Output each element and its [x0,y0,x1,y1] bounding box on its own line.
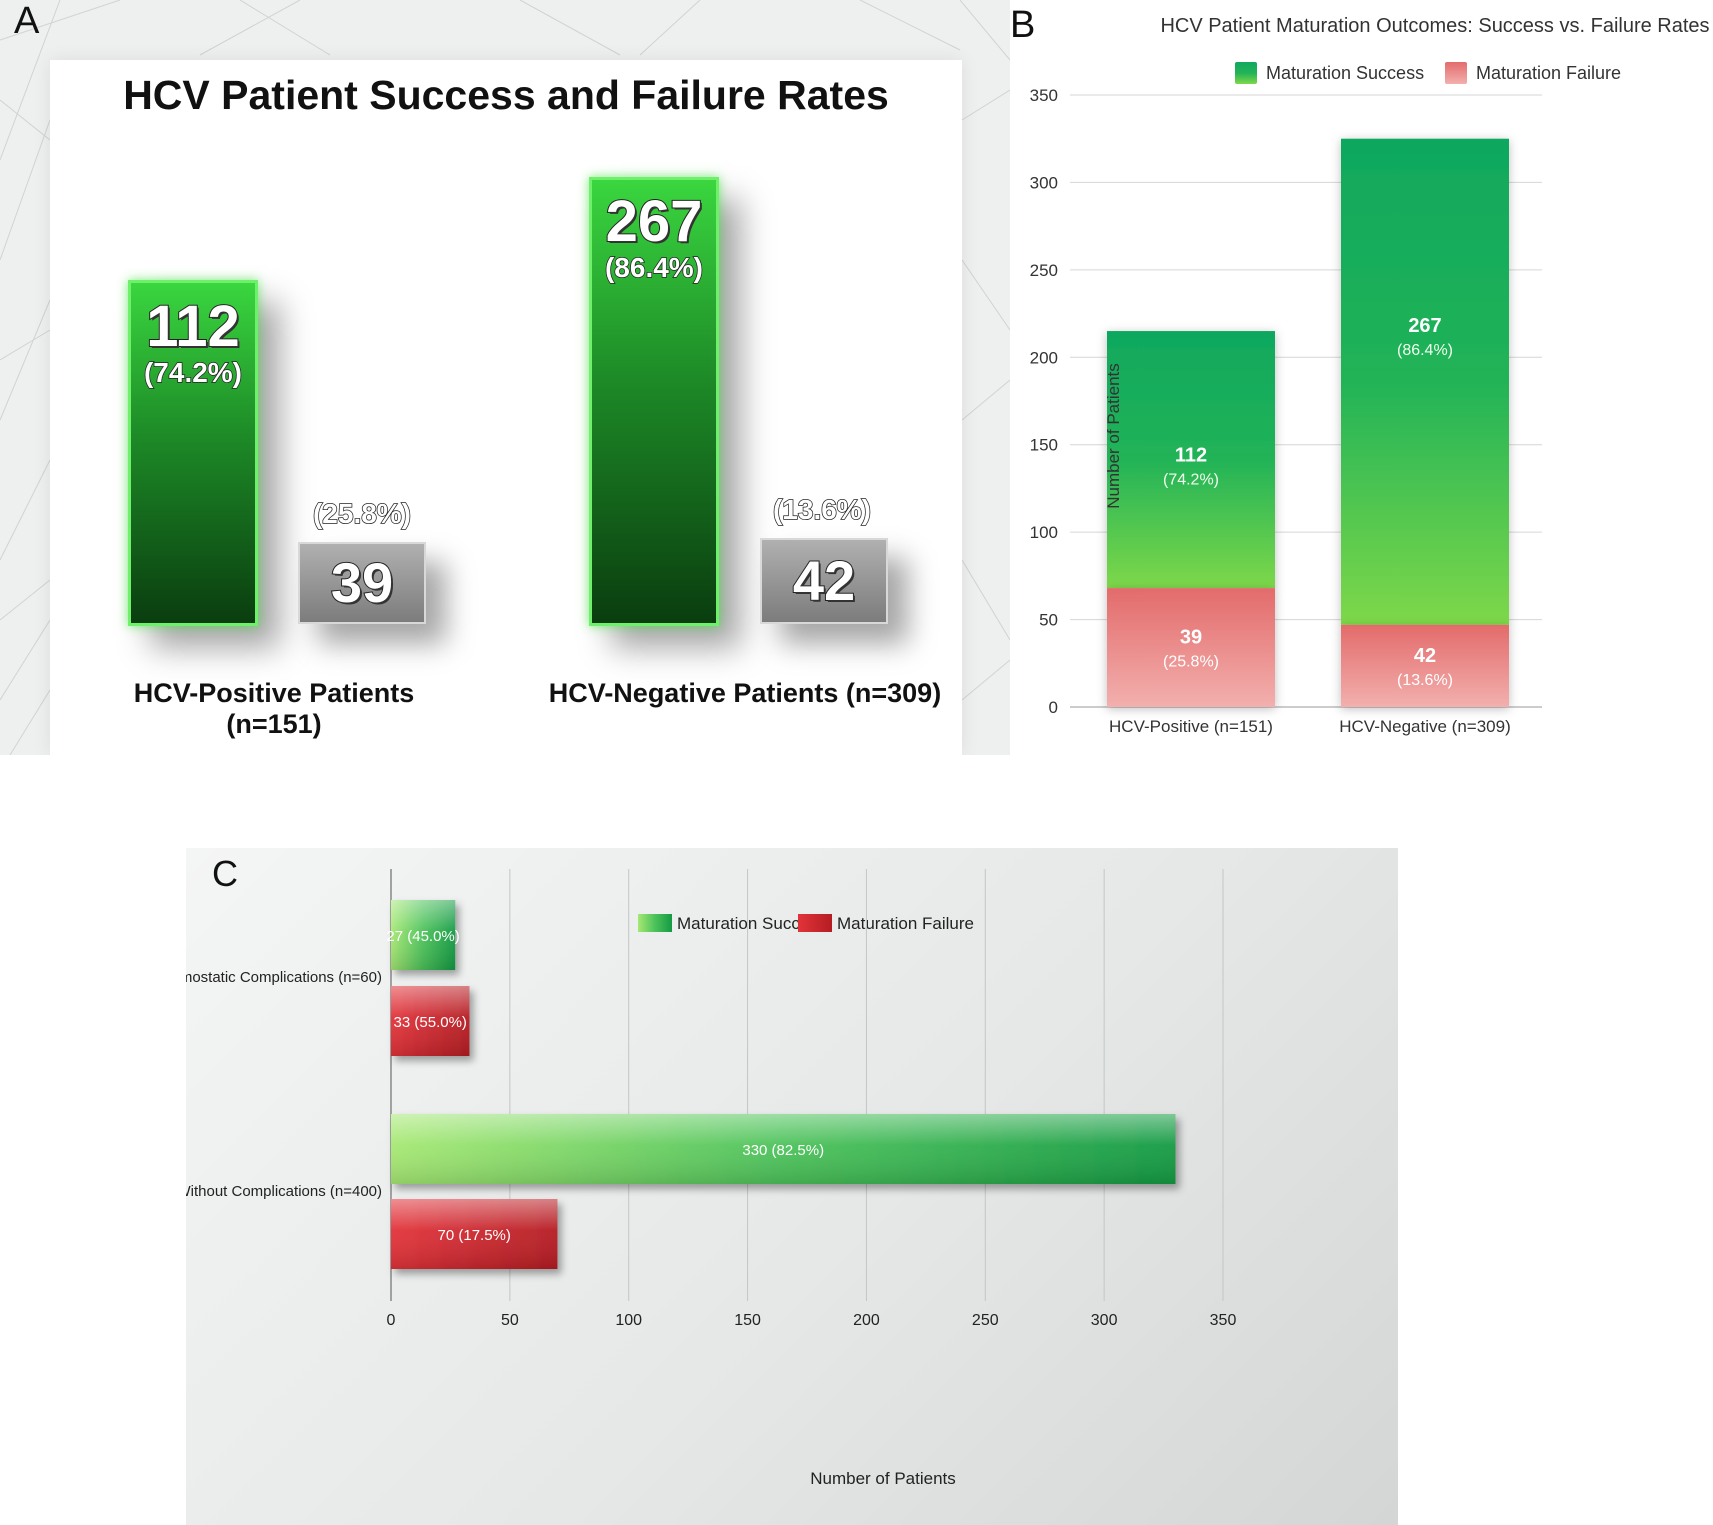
chart-c-bar-gloss [391,986,470,1056]
label-a-negative-group: HCV-Negative Patients (n=309) [548,678,942,708]
chart-b-ytick-label: 250 [1030,261,1058,280]
chart-c-bar-label: 330 (82.5%) [742,1142,824,1159]
chart-c-bar-gloss [391,1199,558,1269]
chart-b-bar-failure [1107,588,1275,707]
chart-c-bar-label: 70 (17.5%) [438,1227,511,1244]
chart-b-ylabel: Number of Patients [1104,363,1123,509]
legend-c-success-label: Maturation Success [677,914,826,933]
panel-letter-b: B [1010,4,1035,46]
chart-b-success-value: 267 [1408,315,1441,337]
label-a-positive-success-count: 112 [145,293,241,360]
label-a-negative-success-pct: (86.4%) [604,251,704,284]
chart-b-success-pct: (74.2%) [1163,472,1219,489]
legend-c-failure-label: Maturation Failure [837,914,974,933]
panel-a-title: HCV Patient Success and Failure Rates [123,72,889,118]
chart-c-bars: With Hemostatic Complications (n=60) 27 (… [186,900,1176,1269]
chart-b-ytick-label: 350 [1030,86,1058,105]
chart-b-failure-pct: (13.6%) [1397,672,1453,689]
chart-b-bar-failure [1341,624,1509,707]
legend-b-success-swatch [1235,62,1257,84]
chart-c-bar-gloss [391,900,456,970]
chart-c-svg: C Maturation Success Maturation Failure … [186,853,1237,1488]
label-a-negative-failure-count: 42 [792,548,856,613]
bar-a-positive-success: 112 (74.2%) [128,280,258,626]
label-a-negative-success-count: 267 [605,188,704,255]
legend-c-success-swatch [638,914,672,932]
chart-b-ytick-label: 200 [1030,348,1058,367]
panel-letter-c: C [212,853,238,894]
chart-b-ytick-label: 100 [1030,523,1058,542]
background-web-pattern [0,0,1010,755]
chart-c-bar-gloss [391,1114,1176,1184]
label-a-positive-success-pct: (74.2%) [143,356,243,389]
chart-b-xtick-label: HCV-Negative (n=309) [1339,717,1511,736]
chart-b-bar-success [1341,138,1509,625]
chart-c-xlabel: Number of Patients [810,1469,956,1488]
label-a-negative-failure-pct: (13.6%) [772,493,872,526]
chart-c-xtick-label: 0 [387,1312,396,1329]
chart-b-failure-pct: (25.8%) [1163,654,1219,671]
chart-b-xtick-label: HCV-Positive (n=151) [1109,717,1273,736]
panel-c: C Maturation Success Maturation Failure … [186,848,1398,1525]
label-a-positive-group: HCV-Positive Patients (n=151) [133,678,415,739]
bar-a-negative-failure: 42 [760,538,888,624]
chart-c-category-label: With Hemostatic Complications (n=60) [186,969,382,986]
chart-c-xtick-label: 200 [853,1312,880,1329]
chart-b-success-pct: (86.4%) [1397,342,1453,359]
chart-b-bars [1107,138,1509,707]
chart-b-labels: 112 (74.2%) 39 (25.8%) HCV-Positive (n=151) 2… [1109,315,1511,736]
chart-b-ytick-label: 0 [1049,698,1058,717]
chart-b-ytick-label: 300 [1030,173,1058,192]
label-a-positive-failure-pct: (25.8%) [312,497,412,530]
chart-c-xtick-label: 350 [1210,1312,1237,1329]
chart-c-xtick-label: 300 [1091,1312,1118,1329]
chart-b-ytick-label: 50 [1039,611,1058,630]
panel-letter-a: A [14,0,40,42]
chart-b-bar-success [1107,331,1275,589]
chart-b-ytick-label: 150 [1030,436,1058,455]
chart-b-title: HCV Patient Maturation Outcomes: Success… [1160,15,1709,37]
legend-c-failure-swatch [798,914,832,932]
bar-a-positive-failure: 39 [298,542,426,624]
chart-b-svg: 0 50 100 150 200 250 300 350 112 (74.2%) 39 (25.8%… [1010,4,1710,736]
chart-c-bar-label: 27 (45.0%) [386,928,459,945]
chart-b-success-value: 112 [1175,445,1207,467]
legend-b-failure-swatch [1445,62,1467,84]
label-a-positive-failure-count: 39 [330,550,394,615]
legend-b-failure-label: Maturation Failure [1476,63,1621,83]
chart-c-xtick-label: 50 [501,1312,519,1329]
chart-b-failure-value: 42 [1414,645,1436,667]
legend-b-success-label: Maturation Success [1266,63,1424,83]
panel-b: 0 50 100 150 200 250 300 350 112 (74.2%) 39 (25.8%… [1010,0,1713,820]
chart-c-xtick-label: 150 [734,1312,761,1329]
chart-c-bar-label: 33 (55.0%) [394,1014,467,1031]
chart-c-category-label: Without Complications (n=400) [186,1183,382,1200]
chart-c-xtick-label: 250 [972,1312,999,1329]
bar-a-negative-success: 267 (86.4%) [589,177,719,626]
chart-b-failure-value: 39 [1180,627,1202,649]
chart-c-xtick-label: 100 [615,1312,642,1329]
